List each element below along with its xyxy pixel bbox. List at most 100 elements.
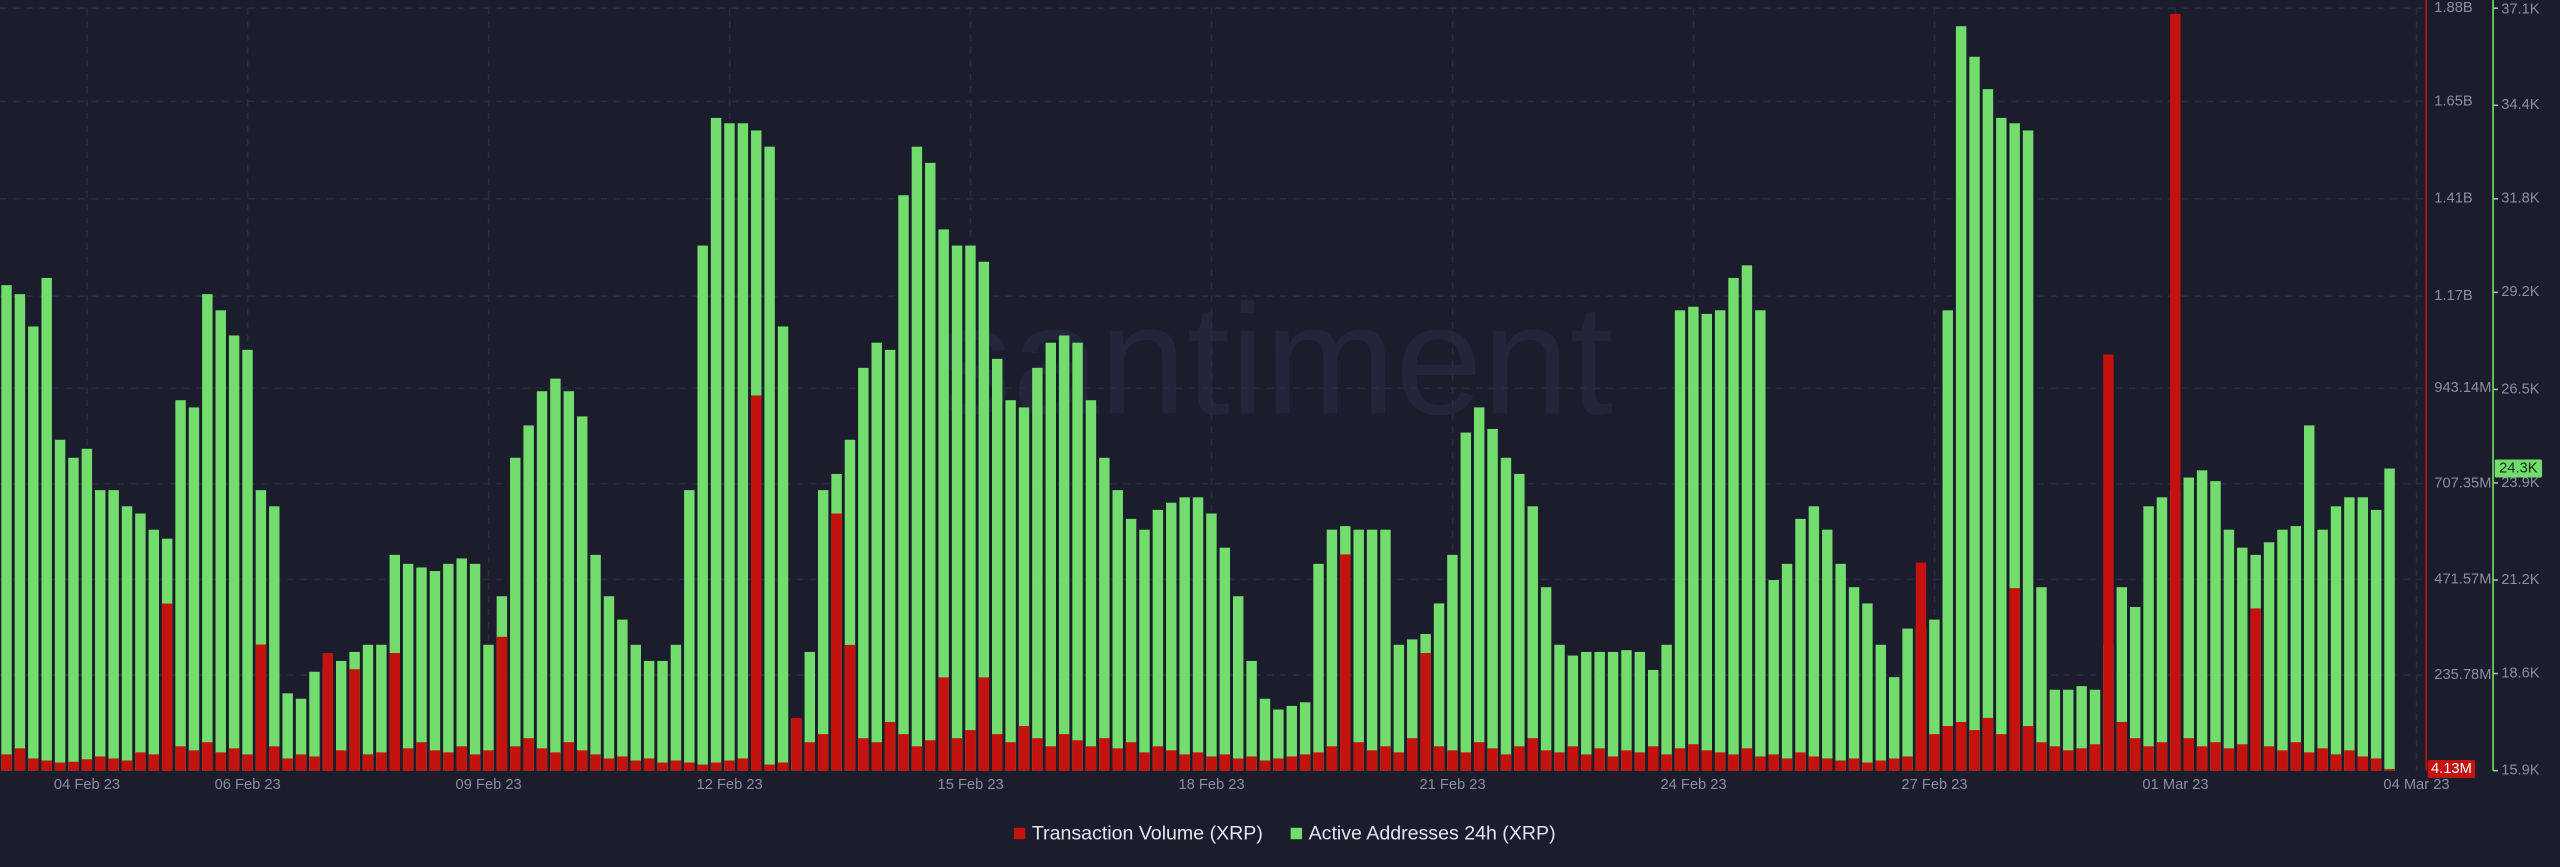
bar: [1447, 750, 1458, 771]
current-value-label: 24.3K: [2499, 460, 2538, 476]
y-tick-label: 1.88B: [2434, 0, 2473, 16]
bar: [483, 644, 494, 771]
bar: [1407, 738, 1418, 771]
bar: [2063, 689, 2074, 771]
bar: [777, 326, 789, 771]
bar: [2143, 746, 2154, 771]
bar: [1888, 677, 1900, 771]
bar: [81, 759, 93, 771]
bar: [2263, 542, 2275, 771]
bar: [1326, 746, 1338, 771]
bar: [416, 567, 427, 771]
bar: [1848, 758, 1860, 771]
bar: [1822, 529, 1833, 771]
bar: [1661, 644, 1672, 771]
bar: [1433, 746, 1445, 771]
bar: [1621, 650, 1632, 771]
bar: [844, 644, 856, 771]
bar: [1942, 310, 1953, 771]
bar: [1688, 744, 1699, 771]
y2-tick-label: 26.5K: [2501, 381, 2540, 397]
bar: [1955, 26, 1967, 771]
bar: [1768, 580, 1779, 771]
bar: [95, 756, 106, 771]
bar: [1514, 473, 1525, 771]
y-tick-label: 1.65B: [2434, 93, 2473, 109]
bar: [1982, 717, 1994, 771]
bar: [1875, 760, 1887, 771]
bar: [563, 742, 575, 771]
bar: [1755, 310, 1766, 771]
bar: [697, 245, 708, 771]
bar: [1192, 497, 1204, 771]
bar: [1527, 738, 1538, 771]
bar: [2357, 497, 2368, 771]
x-tick-label: 15 Feb 23: [938, 777, 1004, 793]
bar: [2384, 768, 2395, 771]
bar: [1554, 644, 1565, 771]
bar: [1125, 518, 1137, 771]
y2-tick-label: 18.6K: [2501, 665, 2540, 681]
bar: [1353, 742, 1364, 771]
bar: [1072, 740, 1083, 771]
bar: [1259, 698, 1271, 771]
bar: [2076, 686, 2087, 771]
bar: [710, 762, 722, 771]
bar: [362, 644, 374, 771]
bar: [2009, 588, 2020, 771]
y-tick-label: 235.78M: [2434, 667, 2491, 683]
bar: [1674, 310, 1686, 771]
y-tick-label: 471.57M: [2434, 571, 2491, 587]
bar: [1875, 644, 1887, 771]
bar: [925, 162, 936, 771]
bar: [456, 746, 467, 771]
bar: [2196, 470, 2208, 771]
bar: [684, 490, 695, 771]
bar: [951, 738, 963, 771]
bar: [309, 756, 320, 771]
bar: [590, 754, 601, 771]
bar: [898, 734, 909, 771]
bar: [858, 738, 869, 771]
bar: [68, 457, 79, 771]
bar: [2330, 754, 2342, 771]
bar: [269, 506, 280, 771]
bar: [175, 746, 186, 771]
bar: [2036, 742, 2047, 771]
bar: [121, 506, 133, 771]
bar: [1728, 277, 1739, 771]
bar: [965, 730, 976, 771]
bar: [871, 742, 882, 771]
bar: [242, 754, 253, 771]
bar: [1902, 628, 1913, 771]
bar: [41, 760, 52, 771]
bar: [1540, 750, 1552, 771]
bar: [1340, 554, 1351, 771]
bar: [108, 490, 119, 771]
bar: [255, 644, 267, 771]
bar: [1005, 742, 1016, 771]
bar: [2183, 738, 2194, 771]
bar: [1527, 506, 1538, 771]
bar: [202, 294, 213, 771]
bar: [1473, 742, 1485, 771]
legend-swatch: [1013, 827, 1026, 840]
bar: [1273, 709, 1284, 771]
current-value-badge: [2494, 459, 2543, 478]
bar: [844, 439, 856, 771]
bar: [1607, 756, 1619, 771]
bar: [1500, 754, 1512, 771]
bar: [2384, 468, 2395, 771]
bar: [1112, 490, 1123, 771]
bar: [443, 563, 454, 771]
bar: [817, 734, 829, 771]
bar: [2210, 742, 2221, 771]
bar: [991, 734, 1003, 771]
bar: [2089, 689, 2101, 771]
y2-tick-label: 37.1K: [2501, 2, 2540, 18]
bar: [2022, 130, 2034, 771]
bar: [1714, 310, 1726, 771]
bar: [590, 554, 601, 771]
bar: [362, 754, 374, 771]
bar: [2344, 497, 2355, 771]
